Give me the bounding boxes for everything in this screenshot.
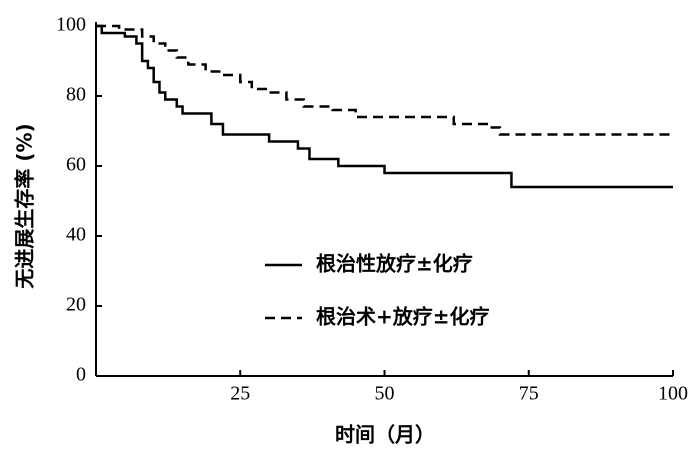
y-tick-label: 100 — [56, 14, 86, 36]
x-tick-label: 100 — [658, 383, 688, 405]
y-tick-label: 40 — [66, 224, 86, 246]
x-tick-label: 75 — [519, 383, 539, 405]
survival-line — [96, 24, 673, 136]
x-tick-label: 50 — [375, 383, 395, 405]
survival-line — [96, 24, 673, 189]
y-tick-label: 20 — [66, 294, 86, 316]
y-axis-label: 无进展生存率 (%) — [13, 123, 37, 288]
legend-label: 根治性放疗±化疗 — [316, 252, 473, 276]
y-tick-label: 60 — [66, 154, 86, 176]
y-tick-label: 80 — [66, 84, 86, 106]
x-axis-label: 时间（月） — [335, 423, 435, 447]
x-tick-label: 25 — [230, 383, 250, 405]
legend-label: 根治术+放疗±化疗 — [316, 305, 490, 329]
y-tick-label: 0 — [76, 364, 86, 386]
